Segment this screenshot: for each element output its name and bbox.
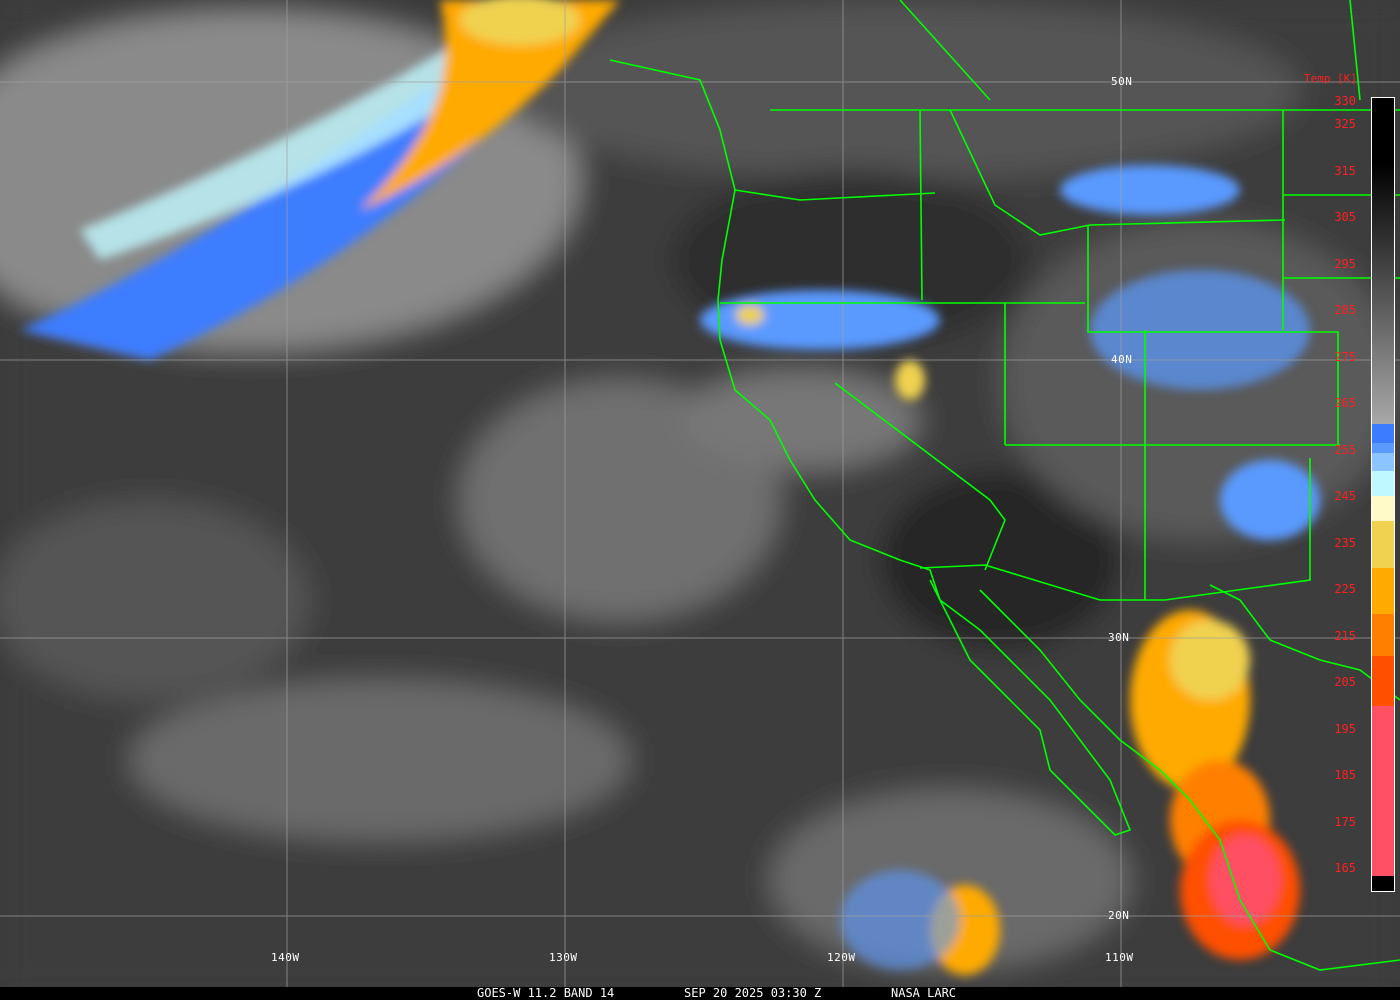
colorbar-tick-label: 215: [1334, 628, 1356, 643]
colorbar-tick-label: 175: [1334, 814, 1356, 829]
colorbar-tick-label: 265: [1334, 396, 1356, 411]
lat-label-30n: 30N: [1108, 631, 1130, 644]
wa-or: [734, 189, 936, 201]
colorbar-tick-label: 315: [1334, 163, 1356, 178]
colorbar-tick-label: 205: [1334, 675, 1356, 690]
colorbar-tick-label: 305: [1334, 210, 1356, 225]
lon-label-110w: 110W: [1105, 951, 1134, 964]
colorbar-segment: [1372, 568, 1394, 614]
colorbar-tick-label: 185: [1334, 768, 1356, 783]
colorbar-tick-label: 275: [1334, 349, 1356, 364]
id-west: [919, 109, 923, 301]
colorbar-segment: [1372, 614, 1394, 656]
colorbar-segment: [1372, 496, 1394, 521]
colorbar-tick-label: 255: [1334, 442, 1356, 457]
caption-satellite: GOES-W 11.2 BAND 14: [477, 986, 615, 1000]
caption-datetime: SEP 20 2025 03:30 Z: [684, 986, 822, 1000]
colorbar-segment: [1372, 521, 1394, 568]
mexico-coast-east: [1209, 584, 1400, 701]
colorbar-tick-label: 295: [1334, 256, 1356, 271]
colorbar-title: Temp [K]: [1304, 72, 1357, 85]
gulf-coast: [979, 589, 1400, 971]
colorbar-segment: [1372, 656, 1394, 706]
caption-bar: GOES-W 11.2 BAND 14 SEP 20 2025 03:30 Z …: [0, 987, 1400, 1000]
colorbar-segment: [1372, 98, 1394, 424]
canada-north: [899, 0, 1361, 101]
colorbar-tick-label: 285: [1334, 303, 1356, 318]
mex-border: [919, 458, 1311, 601]
colorbar-segment: [1372, 876, 1394, 891]
colorbar-tick-label: 245: [1334, 489, 1356, 504]
colorbar-segment: [1372, 706, 1394, 876]
coastline: [609, 59, 1132, 836]
wy-co: [1087, 225, 1339, 445]
colorbar-tick-label: 325: [1334, 117, 1356, 132]
colorbar-segment: [1372, 471, 1394, 496]
colorbar-tick-label: 235: [1334, 535, 1356, 550]
political-boundaries: [609, 0, 1400, 971]
colorbar-tick-label: 165: [1334, 861, 1356, 875]
lon-label-130w: 130W: [549, 951, 578, 964]
colorbar-tick-label: 330: [1334, 94, 1356, 108]
lat-label-20n: 20N: [1108, 909, 1130, 922]
lon-label-140w: 140W: [271, 951, 300, 964]
ca-nv: [834, 382, 1006, 571]
colorbar-tick-label: 225: [1334, 582, 1356, 597]
mt-wy: [949, 109, 1286, 236]
temperature-colorbar: [1371, 97, 1395, 892]
colorbar-tick-label: 195: [1334, 721, 1356, 736]
lat-label-40n: 40N: [1111, 353, 1133, 366]
lat-label-50n: 50N: [1111, 75, 1133, 88]
caption-source: NASA LARC: [891, 986, 957, 1000]
lon-label-120w: 120W: [827, 951, 856, 964]
colorbar-segment: [1372, 424, 1394, 443]
colorbar-segment: [1372, 453, 1394, 471]
colorbar-segment: [1372, 443, 1394, 453]
